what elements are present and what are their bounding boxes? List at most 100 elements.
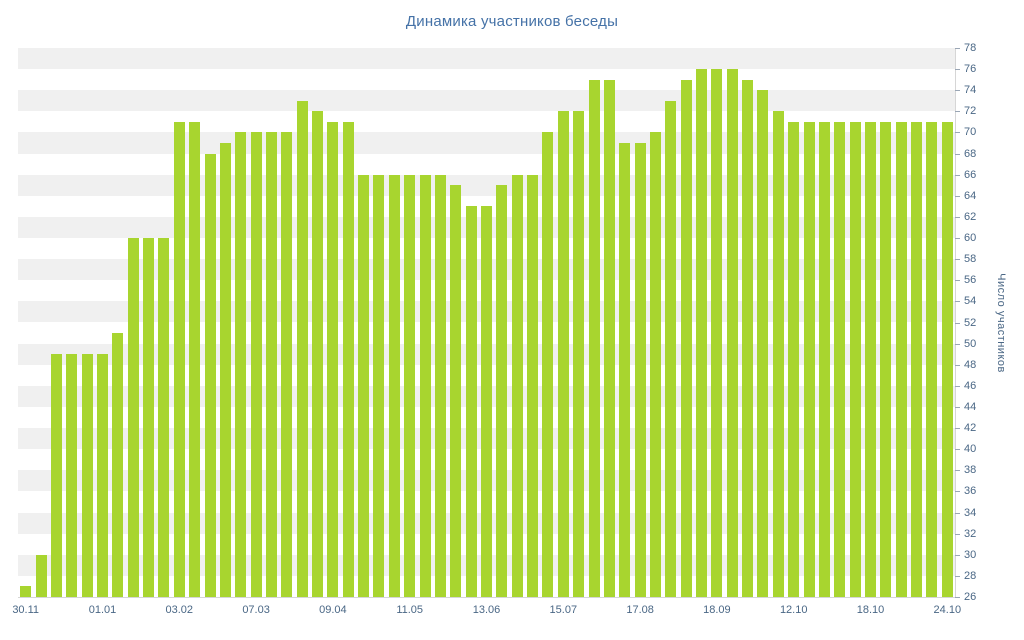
- y-tick: [955, 597, 960, 598]
- bar: [649, 132, 661, 597]
- x-tick-label: 07.03: [242, 604, 270, 616]
- x-axis-line: [18, 597, 955, 598]
- y-tick-label: 58: [964, 253, 977, 266]
- x-tick-label: 18.10: [856, 604, 885, 616]
- bar: [680, 79, 692, 597]
- y-tick: [955, 428, 960, 430]
- bar: [619, 143, 631, 597]
- bar: [557, 111, 569, 597]
- y-tick: [955, 69, 960, 71]
- bar: [35, 554, 47, 597]
- y-tick: [955, 259, 960, 261]
- y-tick-label: 66: [964, 168, 977, 181]
- y-tick: [955, 216, 960, 218]
- y-tick-label: 40: [964, 443, 977, 456]
- y-tick: [955, 195, 960, 197]
- bar: [496, 185, 508, 597]
- bar: [96, 354, 108, 597]
- bar: [834, 121, 846, 597]
- bar: [66, 354, 78, 597]
- bar: [112, 333, 124, 597]
- bar: [511, 174, 523, 597]
- bar: [665, 100, 677, 597]
- y-tick: [955, 238, 960, 240]
- bar: [542, 132, 554, 597]
- bar: [588, 79, 600, 597]
- bar: [603, 79, 615, 597]
- bar: [143, 238, 155, 597]
- bar: [281, 132, 293, 597]
- x-tick-label: 30.11: [12, 604, 40, 616]
- bar: [803, 121, 815, 597]
- bar: [342, 121, 354, 597]
- y-tick-label: 28: [964, 569, 977, 582]
- y-tick: [955, 343, 960, 345]
- y-tick-label: 64: [964, 189, 977, 202]
- x-tick-label: 24.10: [933, 604, 962, 616]
- y-tick: [955, 322, 960, 324]
- bar: [788, 121, 800, 597]
- y-tick-label: 76: [964, 63, 977, 76]
- y-tick: [955, 554, 960, 556]
- x-tick-label: 12.10: [779, 604, 808, 616]
- y-tick-label: 26: [964, 591, 977, 603]
- y-tick-label: 54: [964, 295, 977, 308]
- x-tick-label: 01.01: [88, 604, 117, 616]
- y-tick-label: 68: [964, 147, 977, 160]
- bar: [573, 111, 585, 597]
- bar: [373, 174, 385, 597]
- bar: [895, 121, 907, 597]
- bar: [434, 174, 446, 597]
- y-tick-label: 48: [964, 358, 977, 371]
- y-tick: [955, 174, 960, 176]
- bar: [404, 174, 416, 597]
- y-tick-label: 50: [964, 337, 977, 350]
- bar: [312, 111, 324, 597]
- bar: [265, 132, 277, 597]
- y-tick-label: 36: [964, 485, 977, 498]
- bar: [849, 121, 861, 597]
- y-tick-label: 42: [964, 422, 977, 435]
- x-tick-label: 18.09: [703, 604, 731, 616]
- x-tick-label: 15.07: [549, 604, 578, 616]
- bar: [696, 69, 708, 597]
- y-tick-label: 72: [964, 105, 977, 118]
- bar: [911, 121, 923, 597]
- y-tick: [955, 470, 960, 472]
- y-tick-label: 34: [964, 506, 977, 519]
- x-tick-label: 03.02: [165, 604, 194, 616]
- bar: [634, 143, 646, 597]
- bar: [173, 121, 185, 597]
- bar: [189, 121, 201, 597]
- y-tick-label: 44: [964, 400, 977, 413]
- y-tick-label: 74: [964, 84, 977, 97]
- x-tick-label: 13.06: [472, 604, 501, 616]
- grid-band: [18, 48, 955, 70]
- bar: [465, 206, 477, 597]
- y-tick: [955, 491, 960, 493]
- y-tick-label: 32: [964, 527, 977, 540]
- y-tick: [955, 111, 960, 113]
- y-tick: [955, 153, 960, 155]
- bar: [388, 174, 400, 597]
- y-tick-label: 52: [964, 316, 977, 329]
- bar: [926, 121, 938, 597]
- y-tick-label: 30: [964, 548, 977, 561]
- bar: [204, 153, 216, 597]
- plot-area: [18, 48, 955, 597]
- bar: [757, 90, 769, 597]
- bar: [250, 132, 262, 597]
- bar: [81, 354, 93, 597]
- bar: [450, 185, 462, 597]
- y-tick: [955, 132, 960, 134]
- y-tick-label: 62: [964, 210, 977, 223]
- bar: [158, 238, 170, 597]
- bar: [742, 79, 754, 597]
- y-tick-label: 46: [964, 379, 977, 392]
- bar: [219, 143, 231, 597]
- bar: [772, 111, 784, 597]
- y-tick: [955, 449, 960, 451]
- grid-band: [18, 90, 955, 112]
- y-tick: [955, 406, 960, 408]
- bar: [481, 206, 492, 597]
